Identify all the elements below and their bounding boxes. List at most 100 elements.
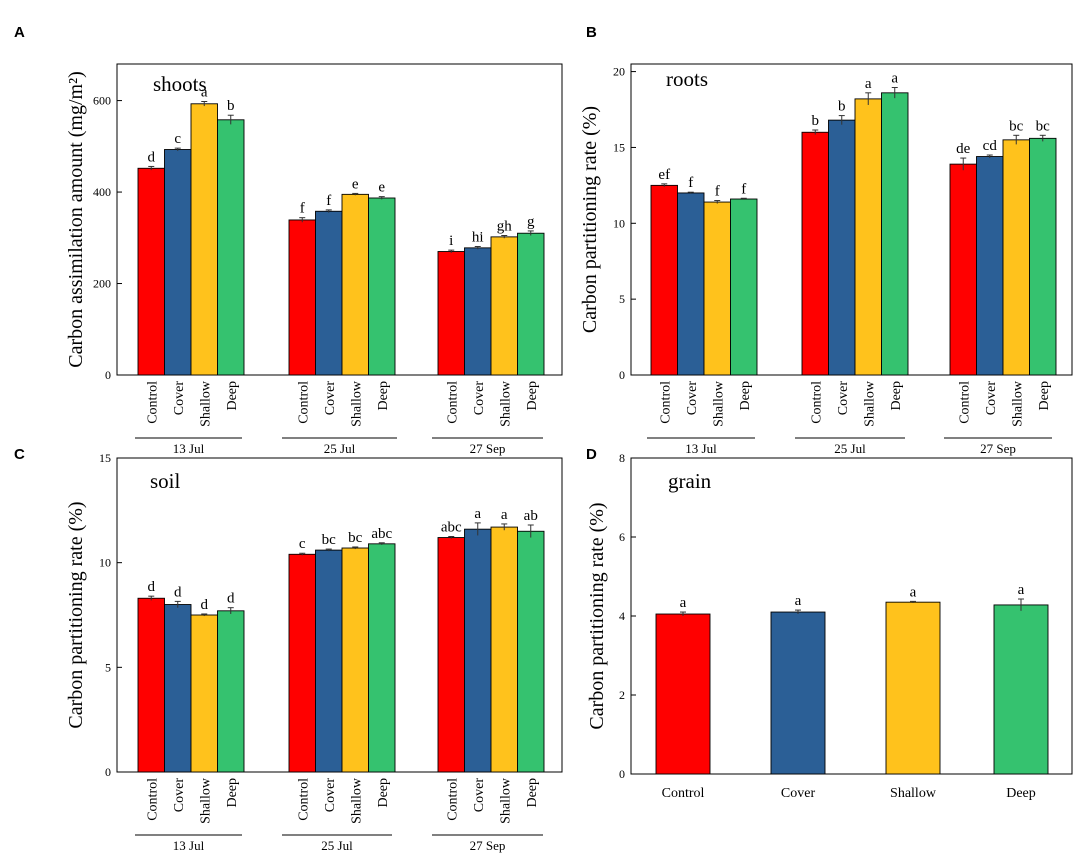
- panel-b-significance-letter: b: [812, 113, 820, 129]
- panel-d-category-label: Cover: [781, 786, 816, 801]
- panel-a-bar-shallow-13-jul: [190, 103, 218, 376]
- panel-c-y-tick-label: 0: [105, 765, 111, 779]
- panel-d-bar-deep: [993, 604, 1049, 775]
- panel-a-group-label: 25 Jul: [324, 441, 356, 456]
- panel-a-y-ticks: 0 200 400 600: [93, 94, 122, 382]
- panel-b-title: roots: [666, 67, 708, 91]
- panel-c-category-label: Cover: [323, 778, 338, 813]
- panel-a-category-label: Cover: [172, 381, 187, 416]
- panel-b-bar-shallow-25-jul: [854, 98, 882, 376]
- panel-b-bar-shallow-27-sep: [1002, 139, 1030, 376]
- panel-c-category-label: Control: [445, 778, 460, 821]
- panel-b-category-labels: Control Cover Shallow Deep 13 Jul Control Cove…: [647, 380, 1052, 456]
- panel-c-category-label: Deep: [225, 778, 240, 808]
- panel-a-significance-letter: e: [378, 180, 385, 196]
- panel-d-bar-control: [655, 613, 711, 775]
- panel-b-category-label: Deep: [738, 381, 753, 411]
- panel-b-significance-letter: f: [715, 184, 720, 200]
- panel-c-bar-deep-27-sep: [517, 530, 545, 773]
- panel-a-significance-letter: a: [201, 85, 208, 101]
- panel-b-y-tick-label: 5: [619, 292, 625, 306]
- panel-d-y-tick-label: 0: [619, 767, 625, 781]
- panel-a-category-label: Deep: [376, 381, 391, 411]
- panel-c-y-tick-label: 10: [99, 556, 111, 570]
- panel-a-group-label: 27 Sep: [470, 441, 506, 456]
- panel-c-significance-letter: abc: [371, 526, 392, 542]
- panel-a-bar-control-27-sep: [437, 251, 465, 376]
- panel-a-significance-letter: g: [527, 214, 535, 230]
- panel-b-category-label: Shallow: [711, 380, 726, 427]
- panel-a-y-tick-label: 600: [93, 94, 111, 108]
- panel-c-category-labels: Control Cover Shallow Deep 13 Jul Control Cove…: [135, 777, 543, 853]
- panel-b-y-axis-label: Carbon partitioning rate (%): [579, 106, 601, 333]
- panel-b-significance-letter: bc: [1036, 118, 1051, 134]
- panel-b-category-label: Control: [809, 381, 824, 424]
- panel-a-category-labels: Control Cover Shallow Deep 13 Jul Control Cove…: [135, 380, 543, 456]
- panel-c-significance-letter: c: [299, 536, 306, 552]
- panel-b-bar-shallow-13-jul: [703, 201, 731, 376]
- panel-c-bar-control-27-sep: [437, 537, 465, 773]
- panel-c-bar-control-25-jul: [288, 553, 316, 773]
- panel-d-y-tick-label: 4: [619, 609, 625, 623]
- panel-a-significance-letter: b: [227, 98, 235, 114]
- panel-a-significance-letter: e: [352, 176, 359, 192]
- panel-a-category-label: Shallow: [498, 380, 513, 427]
- panel-d-significance-letter: a: [795, 593, 802, 609]
- panel-a-significance-letter: gh: [497, 219, 513, 235]
- panel-c-category-label: Deep: [376, 778, 391, 808]
- panel-letter-c: C: [14, 446, 25, 463]
- panel-d-category-label: Control: [662, 786, 705, 801]
- panel-c-group-label: 27 Sep: [470, 838, 506, 853]
- panel-b-category-label: Cover: [836, 381, 851, 416]
- panel-a-significance-letter: hi: [472, 229, 484, 245]
- panel-c-significance-letter: bc: [322, 532, 337, 548]
- panel-c-significance-letter: abc: [441, 520, 462, 536]
- panel-c-significance-letter: d: [201, 597, 209, 613]
- panel-d-significance-letter: a: [910, 584, 917, 600]
- panel-a-bar-shallow-25-jul: [341, 193, 369, 376]
- panel-letter-b: B: [586, 24, 597, 41]
- panel-c-significance-letter: ab: [524, 508, 538, 524]
- panel-a-bar-control-25-jul: [288, 219, 316, 376]
- panel-c-bar-shallow-13-jul: [190, 614, 218, 773]
- panel-c-bars: d c abc d bc a d bc a d abc ab: [137, 506, 545, 773]
- panel-a-y-tick-label: 200: [93, 277, 111, 291]
- panel-d-y-tick-label: 2: [619, 688, 625, 702]
- panel-b-significance-letter: cd: [983, 138, 998, 154]
- panel-b-significance-letter: a: [891, 71, 898, 87]
- panel-b-bar-control-13-jul: [650, 184, 678, 376]
- panel-b-significance-letter: a: [865, 76, 872, 92]
- panel-c-category-label: Cover: [172, 778, 187, 813]
- panel-c-category-label: Shallow: [198, 777, 213, 824]
- panel-b-significance-letter: f: [741, 181, 746, 197]
- panel-c-significance-letter: bc: [348, 530, 363, 546]
- panel-a-category-label: Cover: [472, 381, 487, 416]
- panel-d-y-tick-label: 8: [619, 451, 625, 465]
- panel-d-significance-letter: a: [1018, 582, 1025, 598]
- panel-a-bar-cover-25-jul: [315, 210, 343, 376]
- panel-b-bar-deep-13-jul: [730, 198, 758, 376]
- panel-a-shoots-chart: A shoots Carbon assimilation amount (mg/…: [14, 24, 563, 456]
- panel-b-category-label: Shallow: [862, 380, 877, 427]
- panel-c-significance-letter: d: [174, 584, 182, 600]
- panel-a-title: shoots: [153, 72, 207, 96]
- panel-c-significance-letter: d: [148, 579, 156, 595]
- panel-c-bar-deep-25-jul: [368, 543, 396, 773]
- panel-b-category-label: Shallow: [1010, 380, 1025, 427]
- panel-b-bars: ef b de f b cd f a bc f a bc: [650, 71, 1057, 376]
- panel-a-category-label: Cover: [323, 381, 338, 416]
- panel-d-category-label: Shallow: [890, 786, 937, 801]
- panel-a-group-label: 13 Jul: [173, 441, 205, 456]
- panel-c-bar-deep-13-jul: [217, 610, 245, 773]
- panel-c-bar-control-13-jul: [137, 597, 165, 773]
- panel-b-bar-control-27-sep: [949, 163, 977, 376]
- panel-a-category-label: Shallow: [198, 380, 213, 427]
- panel-c-group-label: 25 Jul: [321, 838, 353, 853]
- panel-a-category-label: Deep: [525, 381, 540, 411]
- panel-c-significance-letter: a: [474, 506, 481, 522]
- panel-c-category-label: Shallow: [498, 777, 513, 824]
- panel-c-category-label: Cover: [472, 778, 487, 813]
- panel-letter-a: A: [14, 24, 25, 41]
- panel-d-grain-chart: D grain Carbon partitioning rate (%) 0 2 4…: [586, 446, 1073, 801]
- panel-b-y-ticks: 0 5 10 15 20: [613, 65, 636, 382]
